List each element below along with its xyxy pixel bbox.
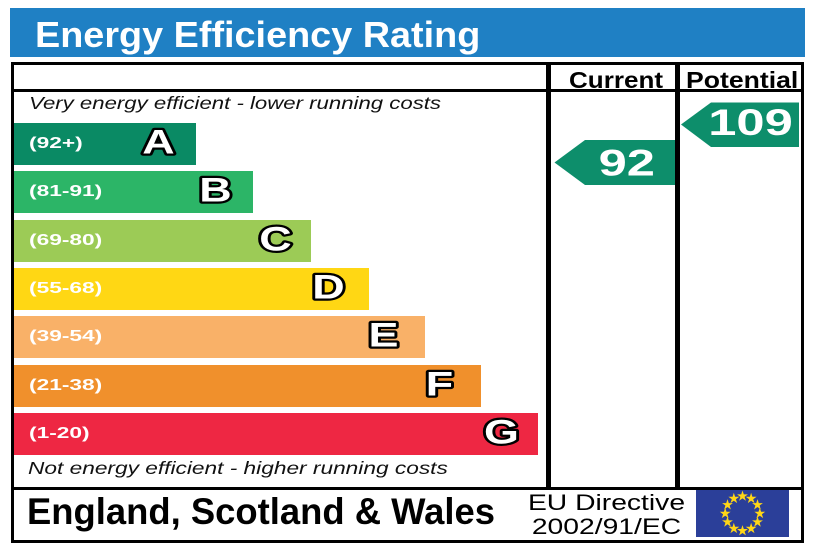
svg-text:E: E <box>369 317 399 355</box>
svg-text:B: B <box>199 172 231 210</box>
svg-text:D: D <box>312 269 344 307</box>
svg-text:G: G <box>484 414 519 452</box>
svg-text:92: 92 <box>599 143 655 184</box>
svg-text:A: A <box>142 124 174 162</box>
svg-text:F: F <box>426 366 453 404</box>
svg-text:C: C <box>259 221 291 259</box>
svg-text:109: 109 <box>708 102 793 143</box>
